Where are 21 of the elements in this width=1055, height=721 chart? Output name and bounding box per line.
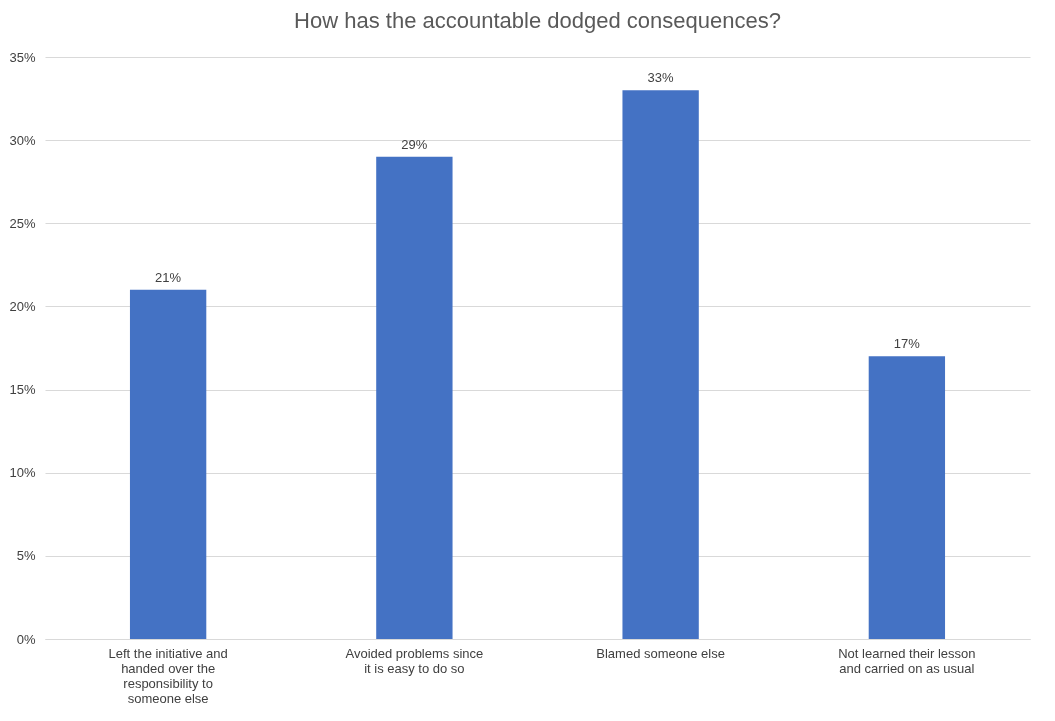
y-tick-label: 5% [16,548,36,564]
x-tick-label: Left the initiative and handed over the responsibility to someone else [108,645,228,706]
y-tick-label: 15% [9,382,36,398]
bar [129,289,207,639]
data-label: 33% [647,70,675,86]
data-label: 17% [893,336,921,352]
x-tick-label: Not learned their lesson and carried on as usual [838,645,976,676]
bar [622,90,699,639]
bar [868,356,946,639]
data-label: 21% [155,269,182,285]
y-tick-label: 10% [9,465,36,481]
chart-title: How has the accountable dodged consequences? [294,8,781,33]
bar [376,156,453,639]
y-tick-label: 20% [9,298,36,314]
y-tick-label: 30% [9,132,36,148]
x-tick-label: Avoided problems since it is easy to do so [345,645,484,676]
data-label: 29% [401,136,428,152]
x-tick-label: Blamed someone else [596,645,725,661]
y-tick-label: 0% [16,631,36,647]
y-tick-label: 35% [9,49,36,65]
y-tick-label: 25% [9,215,36,231]
